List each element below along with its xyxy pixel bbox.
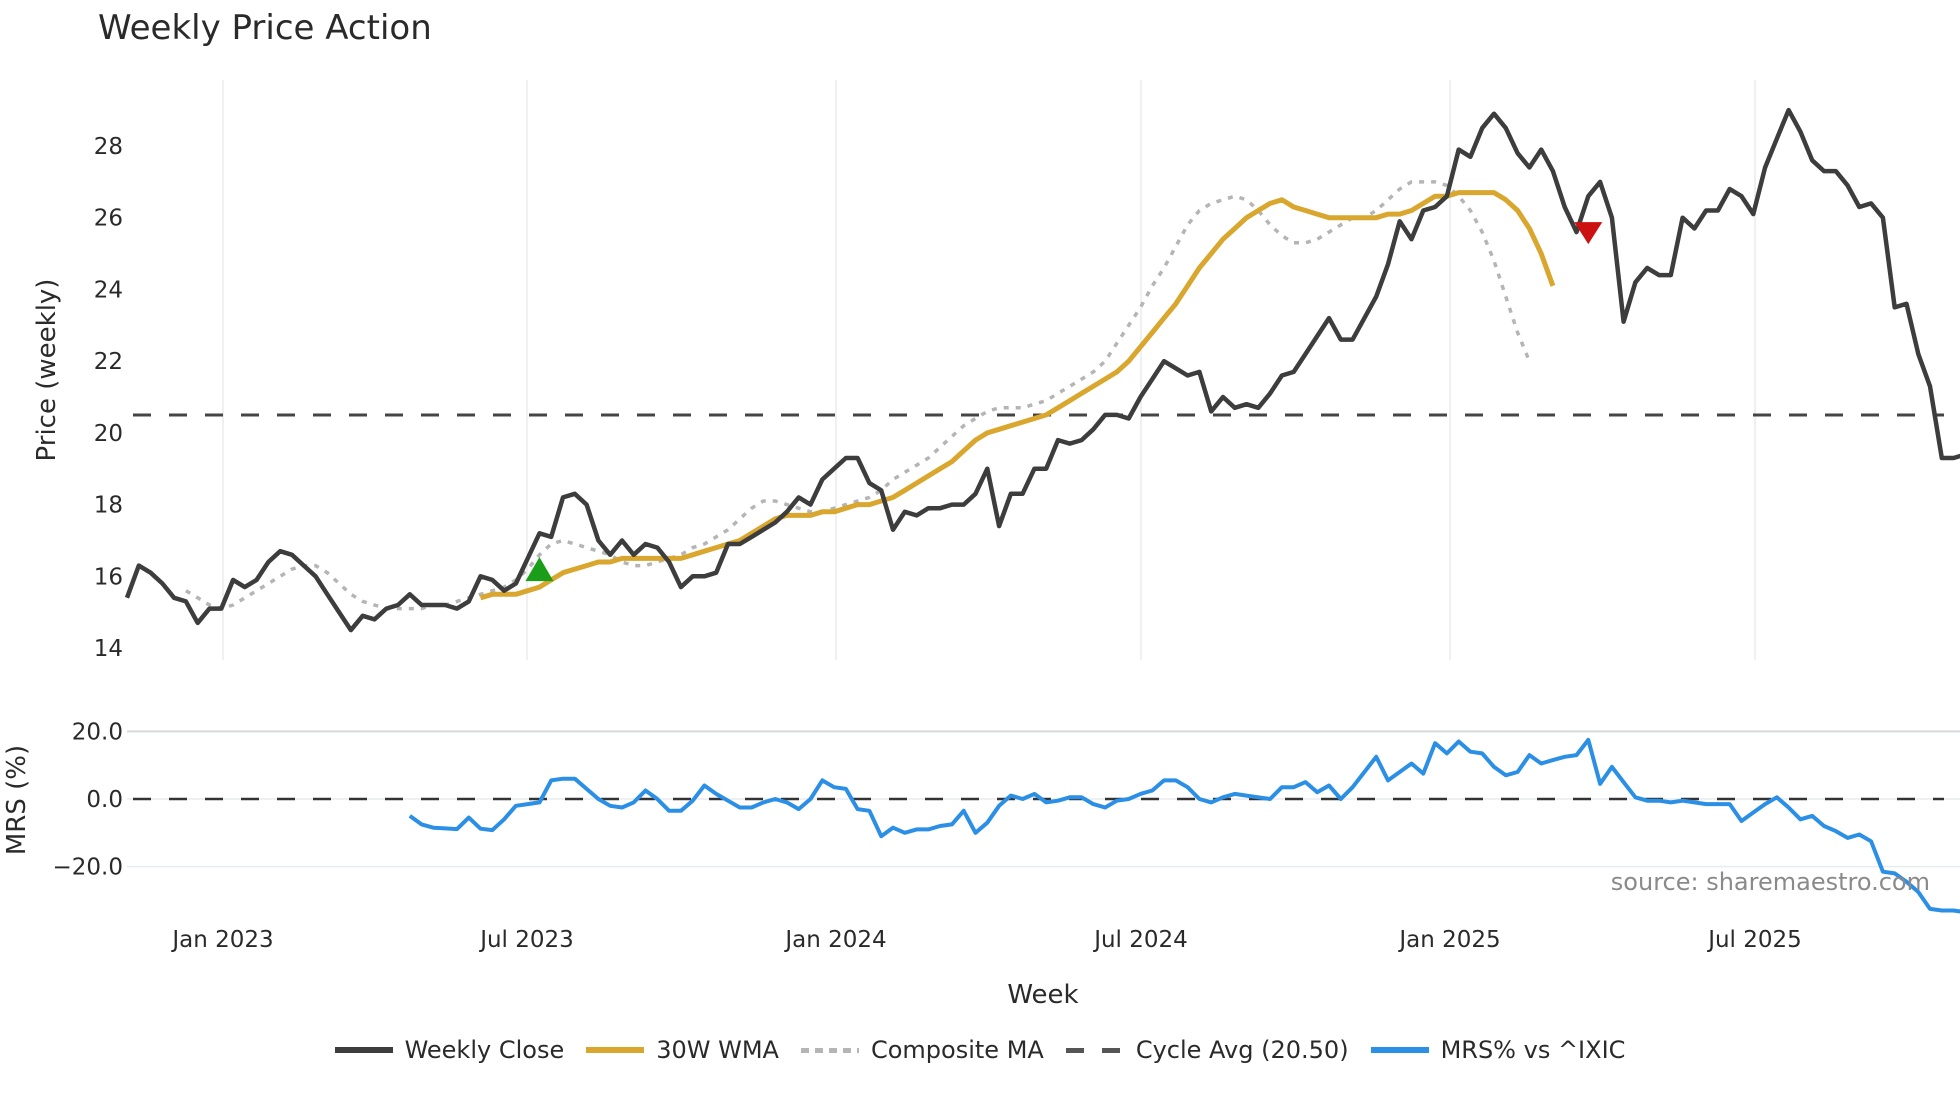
svg-text:16: 16 (94, 564, 123, 590)
mrs-line (408, 737, 1960, 914)
svg-text:22: 22 (94, 349, 123, 375)
mrs-series-lines (133, 737, 1960, 914)
svg-text:Jul 2024: Jul 2024 (1092, 927, 1188, 953)
dashed-line-swatch-icon (1065, 1047, 1124, 1053)
legend-item-30w-wma[interactable]: 30W WMA (586, 1036, 779, 1064)
legend-item-mrs[interactable]: MRS% vs ^IXIC (1370, 1036, 1626, 1064)
legend-item-composite-ma[interactable]: Composite MA (800, 1036, 1044, 1064)
line-swatch-icon (1370, 1047, 1429, 1053)
legend-label: Cycle Avg (20.50) (1135, 1036, 1349, 1064)
svg-text:−20.0: −20.0 (53, 855, 123, 881)
legend-label: Composite MA (870, 1036, 1044, 1064)
mrs-y-axis-label: MRS (%) (2, 745, 32, 855)
svg-text:24: 24 (94, 277, 123, 303)
svg-text:Jan 2025: Jan 2025 (1397, 927, 1500, 953)
svg-text:0.0: 0.0 (86, 787, 123, 813)
weekly-close-line (124, 107, 1960, 633)
svg-text:28: 28 (94, 134, 123, 160)
watermark: source: sharemaestro.com (1611, 868, 1930, 896)
dotted-line-swatch-icon (800, 1047, 859, 1053)
legend-label: MRS% vs ^IXIC (1440, 1036, 1626, 1064)
price-y-axis-ticks: 14 16 18 20 22 24 26 28 (94, 134, 123, 662)
chart-title: Weekly Price Action (98, 8, 432, 48)
price-series-lines (124, 107, 1960, 633)
svg-text:20.0: 20.0 (72, 719, 123, 745)
price-gridlines (222, 80, 1756, 660)
legend-item-cycle-avg[interactable]: Cycle Avg (20.50) (1065, 1036, 1349, 1064)
30w-wma-line (479, 190, 1556, 601)
composite-ma-line (184, 180, 1532, 611)
legend-item-weekly-close[interactable]: Weekly Close (334, 1036, 565, 1064)
x-axis-ticks: Jan 2023 Jul 2023 Jan 2024 Jul 2024 Jan 2025… (170, 927, 1801, 953)
svg-text:Jan 2023: Jan 2023 (170, 927, 273, 953)
svg-text:Jan 2024: Jan 2024 (783, 927, 886, 953)
svg-text:Jul 2025: Jul 2025 (1706, 927, 1802, 953)
sell-signal-triangle-icon (1574, 222, 1603, 245)
legend-label: 30W WMA (656, 1036, 779, 1064)
line-swatch-icon (334, 1047, 393, 1053)
legend-label: Weekly Close (404, 1036, 565, 1064)
chart-canvas: 14 16 18 20 22 24 26 28 20.0 0.0 −20.0 Jan 2023 Ju… (2, 80, 1960, 1010)
line-swatch-icon (586, 1047, 645, 1053)
svg-text:14: 14 (94, 636, 123, 662)
svg-text:18: 18 (94, 493, 123, 519)
buy-signal-triangle-icon (525, 557, 554, 582)
svg-text:26: 26 (94, 206, 123, 232)
signal-markers (525, 222, 1603, 582)
x-axis-label: Week (1007, 980, 1078, 1010)
legend: Weekly Close 30W WMA Composite MA Cycle … (0, 1036, 1960, 1064)
price-y-axis-label: Price (weekly) (32, 279, 62, 462)
svg-text:Jul 2023: Jul 2023 (478, 927, 574, 953)
svg-text:20: 20 (94, 421, 123, 447)
mrs-y-axis-ticks: 20.0 0.0 −20.0 (53, 719, 123, 880)
